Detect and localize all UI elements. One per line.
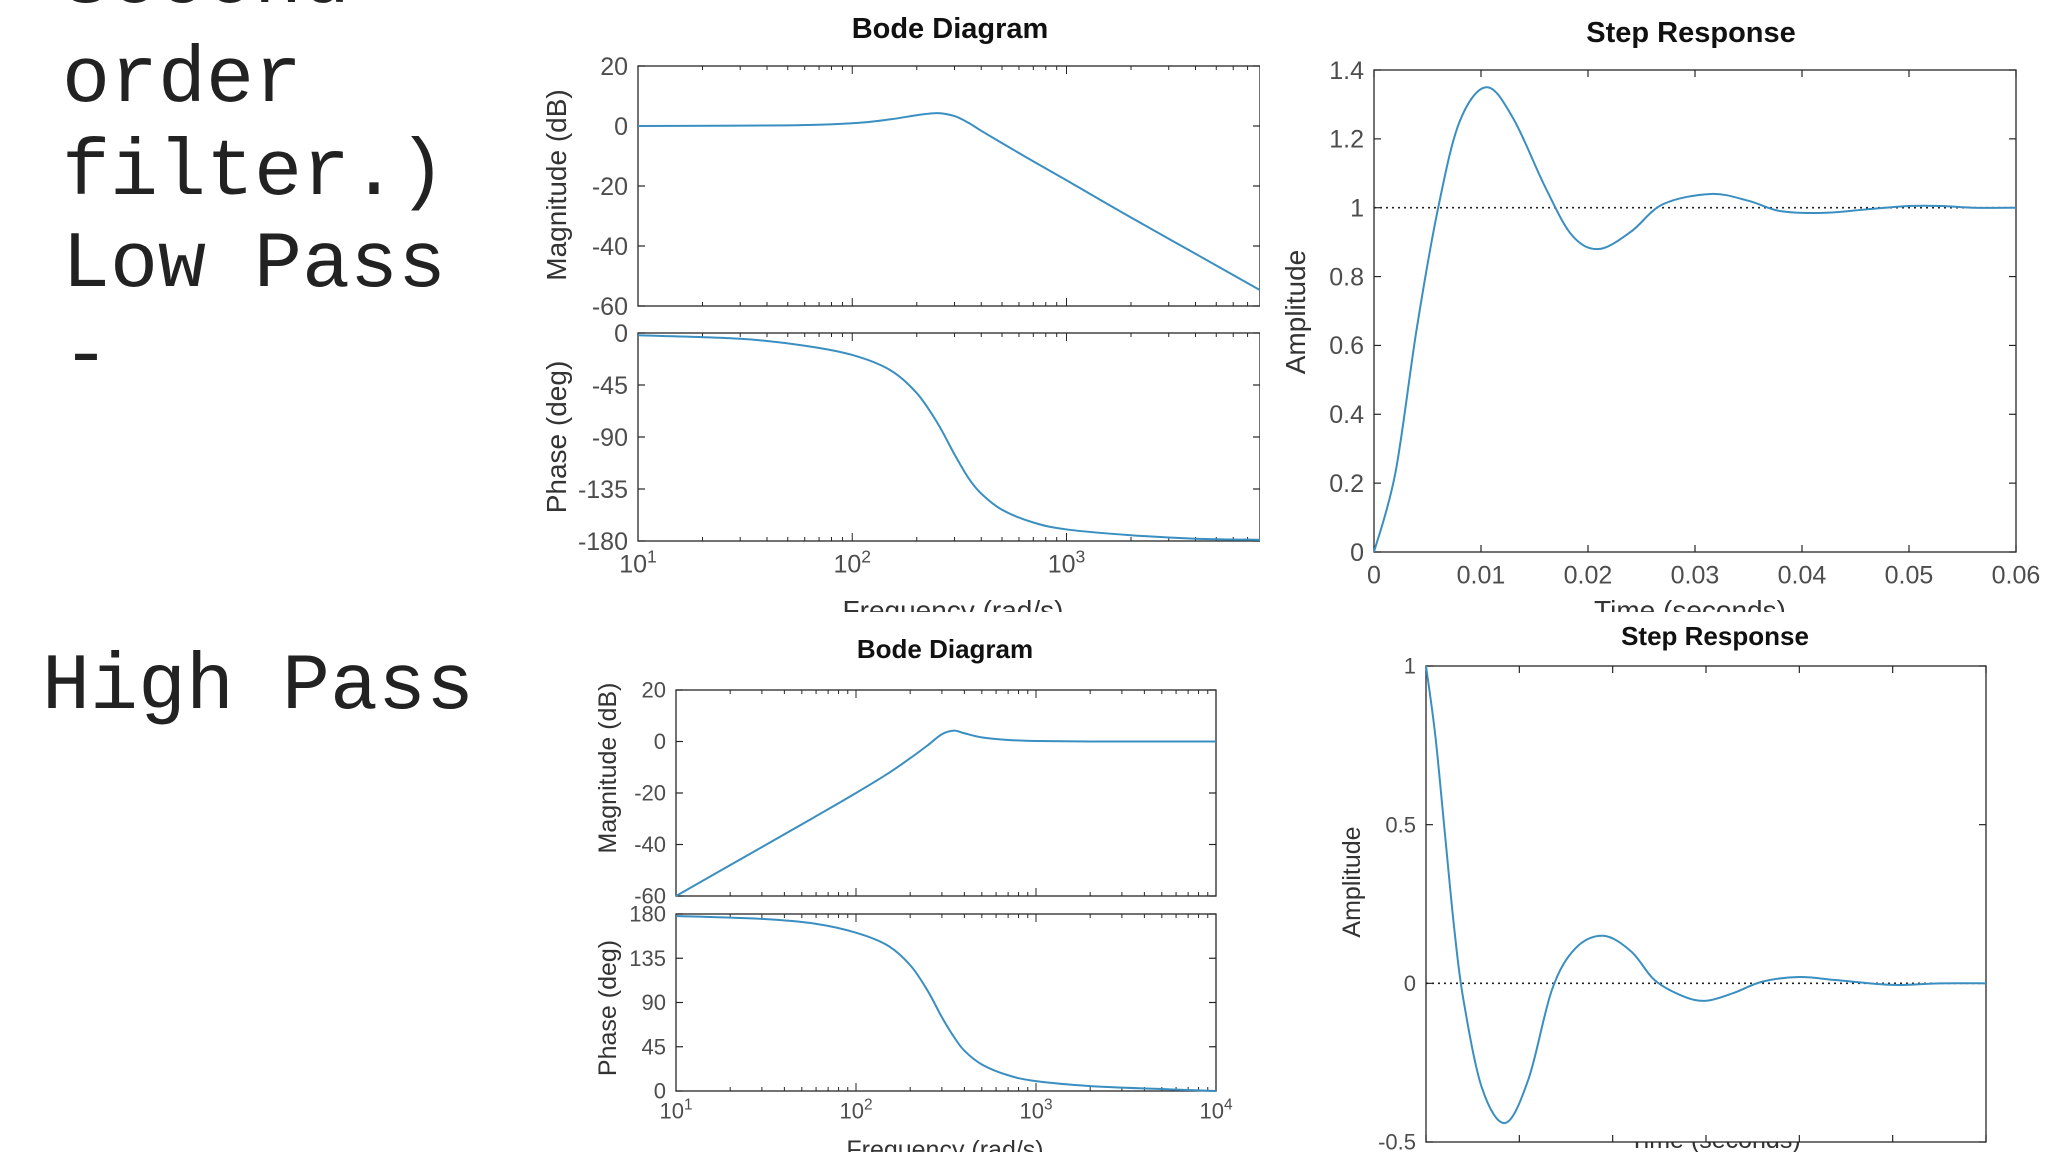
- heading-line-2: order: [62, 35, 303, 126]
- dash-line: -: [62, 312, 111, 403]
- highpass-bode-mag-ytick-label: 20: [642, 678, 666, 703]
- highpass-bode-mag-ylabel: Magnitude (dB): [594, 683, 622, 854]
- lowpass-bode-xlabel: Frequency (rad/s): [843, 595, 1064, 612]
- lowpass-bode-phase-xtick-label: 101: [619, 546, 657, 578]
- highpass-bode-mag-series-line: [675, 729, 1216, 897]
- lowpass-bode-phase-xtick-label: 103: [1048, 546, 1086, 578]
- lowpass-bode-magnitude-axes: 20 0 -20 -40 -60: [592, 53, 1260, 321]
- lowpass-step-ylabel: Amplitude: [1280, 250, 1311, 375]
- lowpass-bode-title: Bode Diagram: [852, 13, 1049, 45]
- lowpass-step-xtick-label: 0.05: [1885, 561, 1934, 589]
- highpass-bode-phase-xtick-label: 101: [659, 1097, 692, 1124]
- lowpass-step-ytick-label: 0.4: [1329, 401, 1364, 429]
- lowpass-step-ytick-label: 0: [1350, 539, 1364, 567]
- highpass-step-ytick-label: -0.5: [1378, 1130, 1416, 1152]
- highpass-step-xtick-label: 0.06: [1965, 1150, 2008, 1152]
- lowpass-step-ytick-label: 1.4: [1329, 57, 1364, 85]
- highpass-bode-phase-series-line: [675, 914, 1217, 1092]
- lowpass-step-xtick-label: 0: [1367, 561, 1381, 589]
- lowpass-bode-mag-ytick-label: 20: [600, 53, 628, 81]
- highpass-bode-mag-plot-box: [675, 689, 1217, 897]
- lowpass-step-xtick-label: 0.04: [1778, 561, 1827, 589]
- highpass-bode-phase-xtick-label: 104: [1199, 1097, 1232, 1124]
- highpass-bode-phase-ytick-label: 90: [642, 990, 666, 1015]
- lowpass-bode-mag-ytick-label: 0: [614, 113, 628, 141]
- highpass-bode-title: Bode Diagram: [857, 634, 1033, 664]
- highpass-bode-phase-ytick-label: 45: [642, 1034, 666, 1059]
- lowpass-step-xtick-label: 0.06: [1992, 561, 2041, 589]
- lowpass-bode-phase-ytick-label: -45: [592, 372, 628, 400]
- lowpass-step-ytick-label: 0.2: [1329, 470, 1364, 498]
- lowpass-bode-mag-ytick-label: -40: [592, 233, 628, 261]
- lowpass-bode-phase-xtick-label: 102: [833, 546, 871, 578]
- lowpass-bode-mag-ytick-label: -20: [592, 173, 628, 201]
- low-pass-label: Low Pass: [62, 220, 447, 311]
- highpass-step-ytick-label: 0.5: [1385, 812, 1416, 837]
- lowpass-bode-mag-ylabel: Magnitude (dB): [541, 89, 572, 280]
- lowpass-bode-phase-series-line: [637, 334, 1260, 541]
- lowpass-step-xtick-label: 0.02: [1564, 561, 1613, 589]
- lowpass-step-axes: 0 0.2 0.4 0.6 0.8 1 1.2 1.4 0 0.01 0.02 0.03 0.04 0.0…: [1329, 57, 2040, 590]
- lowpass-step-ytick-label: 1: [1350, 194, 1364, 222]
- lowpass-step-plot-box: [1373, 69, 2017, 553]
- highpass-step-ytick-label: 0: [1404, 971, 1416, 996]
- highpass-bode-mag-ytick-label: -40: [634, 832, 666, 857]
- lowpass-step-title: Step Response: [1586, 17, 1796, 49]
- lowpass-step-xlabel: Time (seconds): [1594, 595, 1786, 612]
- highpass-step-xtick-label: 0.02: [1591, 1150, 1634, 1152]
- lowpass-bode-phase-ylabel: Phase (deg): [541, 361, 572, 514]
- lowpass-bode-mag-series-line: [637, 112, 1260, 291]
- lowpass-step-figure: Step Response Amplitude Time (seconds) 0…: [1280, 17, 2040, 612]
- highpass-step-title: Step Response: [1621, 621, 1809, 651]
- highpass-bode-phase-xtick-label: 102: [839, 1097, 872, 1124]
- highpass-step-xtick-label: 0.05: [1871, 1150, 1914, 1152]
- highpass-bode-magnitude-axes: 20 0 -20 -40 -60: [634, 678, 1217, 909]
- lowpass-step-xtick-label: 0.01: [1457, 561, 1506, 589]
- lowpass-bode-phase-ytick-label: -135: [578, 476, 628, 504]
- lowpass-bode-phase-plot-box: [637, 332, 1260, 542]
- lowpass-bode-mag-ytick-label: -60: [592, 293, 628, 321]
- lowpass-bode-figure: Bode Diagram Magnitude (dB) Phase (deg) …: [541, 13, 1260, 612]
- highpass-bode-phase-ytick-label: 135: [629, 946, 666, 971]
- highpass-bode-mag-ytick-label: -60: [634, 884, 666, 909]
- highpass-step-xtick-label: 0.01: [1498, 1150, 1541, 1152]
- highpass-bode-phase-ytick-label: 0: [654, 1079, 666, 1104]
- lowpass-step-xtick-label: 0.03: [1671, 561, 1720, 589]
- heading-line-1: Second: [62, 0, 350, 22]
- highpass-bode-mag-ytick-label: 0: [654, 729, 666, 754]
- lowpass-step-ytick-label: 0.8: [1329, 263, 1364, 291]
- highpass-step-plot-box: [1425, 665, 1987, 1143]
- highpass-step-ylabel: Amplitude: [1338, 826, 1366, 937]
- highpass-bode-phase-ytick-label: 180: [629, 902, 666, 927]
- lowpass-step-series-line: [1373, 86, 2017, 553]
- lowpass-bode-phase-ytick-label: 0: [614, 320, 628, 348]
- highpass-bode-xlabel: Frequency (rad/s): [846, 1136, 1043, 1152]
- lowpass-step-ytick-label: 1.2: [1329, 126, 1364, 154]
- highpass-step-series-line: [1425, 665, 1987, 1124]
- highpass-step-xtick-label: 0.03: [1685, 1150, 1728, 1152]
- highpass-bode-phase-ylabel: Phase (deg): [594, 940, 622, 1076]
- high-pass-label: High Pass: [42, 642, 475, 733]
- highpass-bode-phase-xtick-label: 103: [1019, 1097, 1052, 1124]
- lowpass-bode-phase-ytick-label: -90: [592, 424, 628, 452]
- highpass-step-figure: Step Response Amplitude Time (seconds) -…: [1338, 621, 2007, 1152]
- highpass-bode-phase-plot-box: [675, 913, 1217, 1092]
- highpass-step-xtick-label: 0.04: [1778, 1150, 1821, 1152]
- highpass-step-xtick-label: 0: [1420, 1150, 1432, 1152]
- highpass-step-axes: -0.5 0 0.5 1 0 0.01 0.02 0.03 0.04 0.05 0.06: [1378, 654, 2007, 1152]
- lowpass-bode-phase-ytick-label: -180: [578, 528, 628, 556]
- highpass-step-ytick-label: 1: [1404, 654, 1416, 679]
- heading-line-3: filter.): [62, 128, 447, 219]
- highpass-bode-figure: Bode Diagram Magnitude (dB) Phase (deg) …: [594, 634, 1233, 1152]
- lowpass-bode-mag-plot-box: [637, 65, 1260, 307]
- lowpass-step-ytick-label: 0.6: [1329, 332, 1364, 360]
- highpass-bode-mag-ytick-label: -20: [634, 781, 666, 806]
